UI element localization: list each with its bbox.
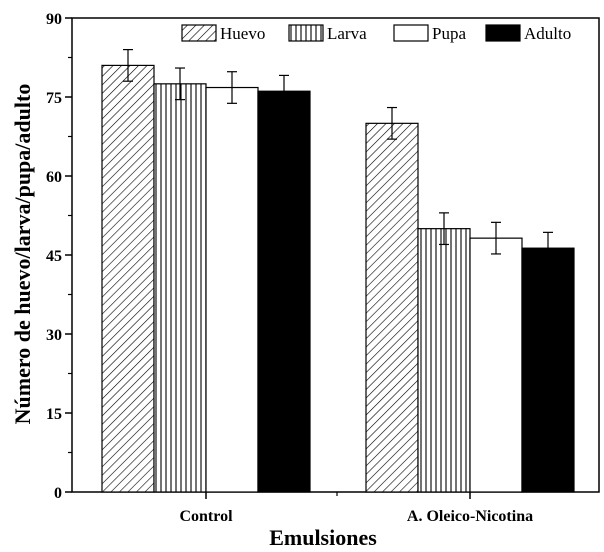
- x-tick-label: A. Oleico-Nicotina: [407, 508, 533, 525]
- legend-swatch-larva: [288, 24, 324, 42]
- y-tick-label: 45: [46, 248, 62, 265]
- bar-pupa-control: [205, 86, 259, 493]
- legend-label-adulto: Adulto: [524, 24, 571, 43]
- y-tick-label: 0: [54, 485, 62, 502]
- legend-swatch-adulto: [485, 24, 521, 42]
- bar-adulto-oleico-nicotina: [521, 247, 575, 493]
- legend-label-pupa: Pupa: [432, 24, 466, 43]
- y-axis-title: Número de huevo/larva/pupa/adulto: [10, 84, 35, 425]
- legend-swatch-huevo: [181, 24, 217, 42]
- bar-adulto-control: [257, 90, 311, 493]
- bar-larva-control: [153, 83, 207, 493]
- y-tick-label: 15: [46, 406, 62, 423]
- y-tick-label: 60: [46, 169, 62, 186]
- y-tick-label: 75: [46, 90, 62, 107]
- bar-huevo-oleico-nicotina: [365, 122, 419, 493]
- legend-swatch-pupa: [393, 24, 429, 42]
- bar-huevo-control: [101, 64, 155, 493]
- y-tick-label: 30: [46, 327, 62, 344]
- bar-pupa-oleico-nicotina: [469, 237, 523, 493]
- legend-label-larva: Larva: [327, 24, 367, 43]
- legend-label-huevo: Huevo: [220, 24, 265, 43]
- y-tick-label: 90: [46, 11, 62, 28]
- bar-larva-oleico-nicotina: [417, 228, 471, 493]
- x-tick-label: Control: [179, 508, 233, 525]
- x-axis-title: Emulsiones: [269, 525, 377, 550]
